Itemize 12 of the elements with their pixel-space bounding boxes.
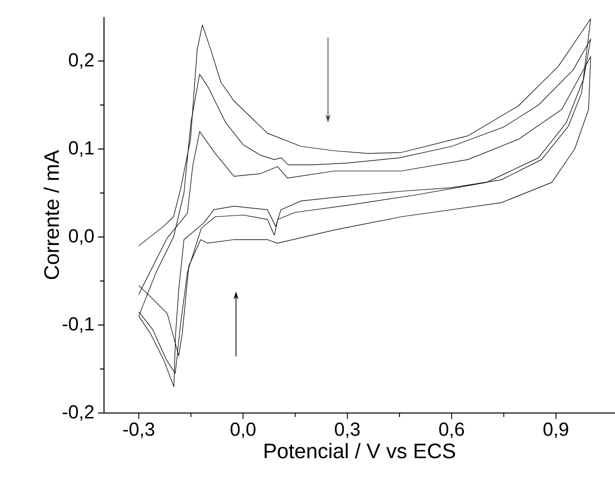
y-tick-label: 0,0 bbox=[68, 229, 94, 245]
x-tick-label: -0,3 bbox=[123, 422, 154, 438]
x-tick-label: 0,9 bbox=[543, 422, 568, 438]
x-axis-title: Potencial / V vs ECS bbox=[264, 443, 456, 458]
x-tick-label: 0,0 bbox=[230, 422, 256, 438]
y-tick-label: -0,1 bbox=[62, 317, 94, 333]
x-tick-label: 0,3 bbox=[334, 422, 360, 438]
y-tick-label: 0,2 bbox=[68, 53, 94, 69]
x-tick-label: 0,6 bbox=[439, 422, 464, 438]
y-axis-title: Corrente / mA bbox=[44, 150, 60, 280]
y-tick-label: -0,2 bbox=[62, 405, 94, 421]
y-tick-label: 0,1 bbox=[68, 141, 94, 157]
